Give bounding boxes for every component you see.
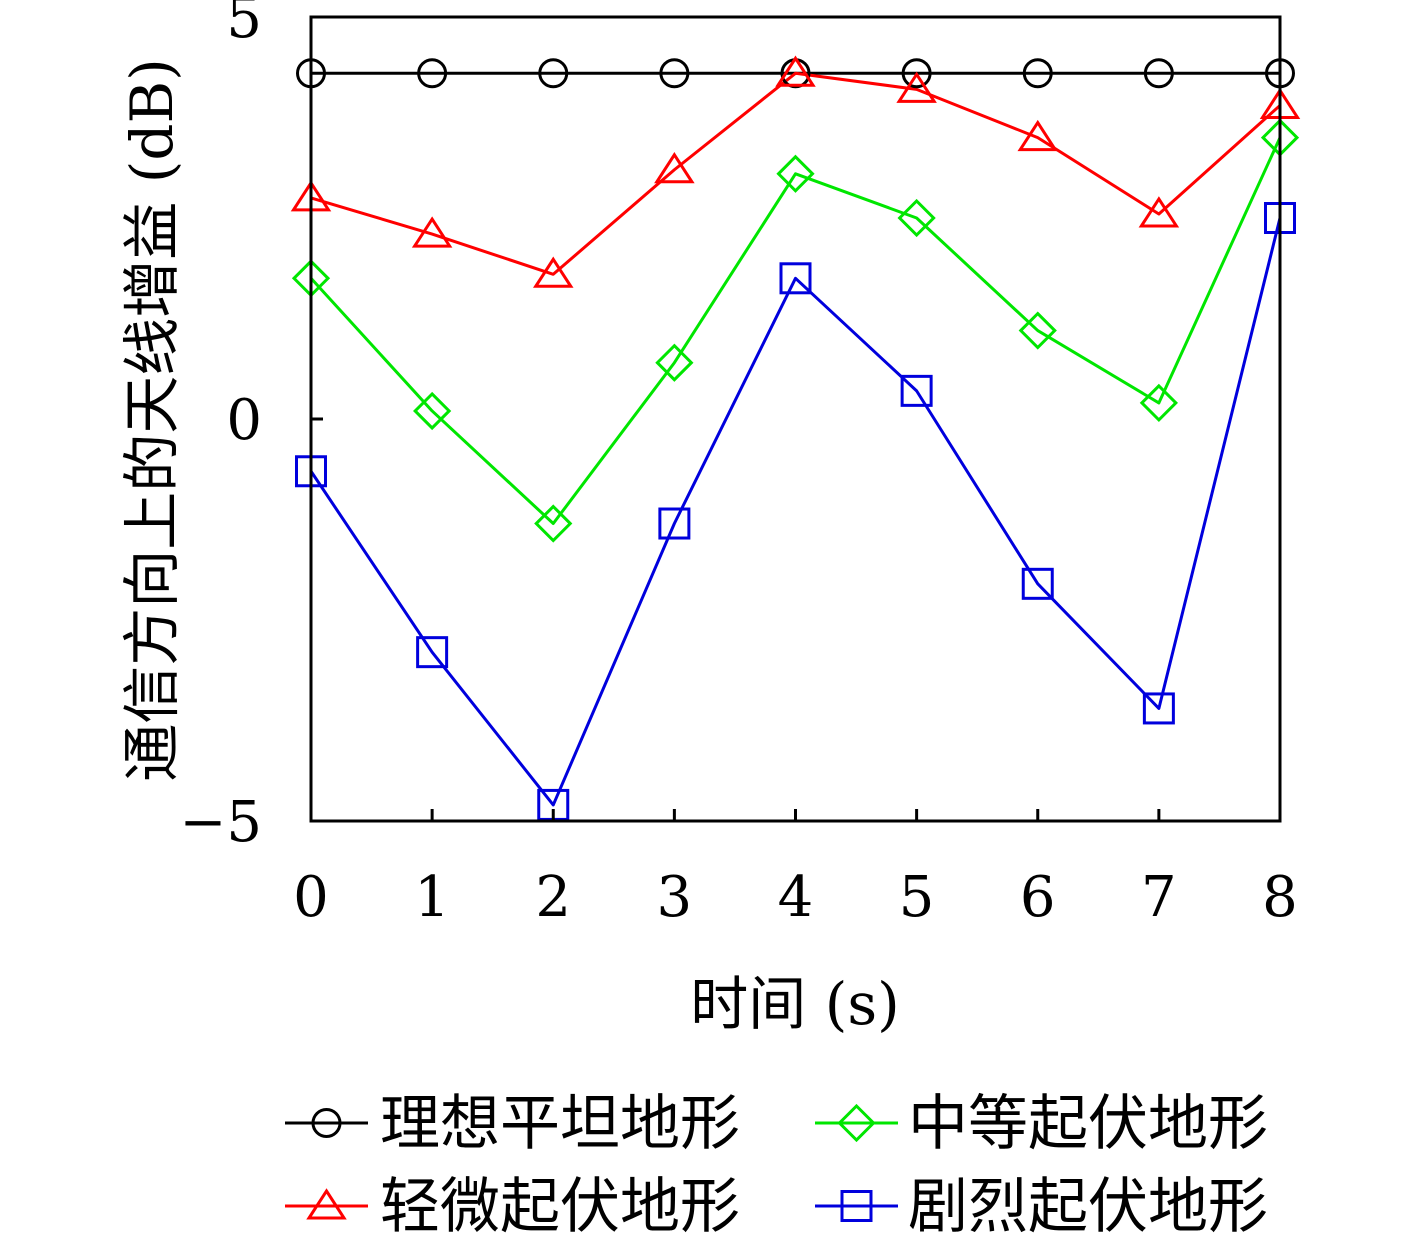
series-line-2	[309, 136, 1282, 526]
series-line-1	[310, 71, 1282, 276]
y-tick-label-1: 0	[226, 388, 262, 453]
series-2-point-1	[413, 391, 452, 431]
legend-marker-1	[306, 1188, 347, 1220]
series-0-point-2	[538, 58, 569, 89]
y-tick-label-2: 5	[226, 0, 262, 51]
x-tick-label-2: 2	[535, 865, 571, 930]
series-line-3	[309, 217, 1282, 807]
legend-label-1: 轻微起伏地形	[380, 1172, 740, 1236]
x-tick-label-5: 5	[899, 865, 935, 930]
series-3-point-7	[1142, 692, 1175, 725]
x-axis-label: 时间 (s)	[690, 970, 899, 1038]
series-1-point-5	[896, 71, 937, 103]
legend-label-2: 中等起伏地形	[908, 1089, 1268, 1159]
x-tick-label-7: 7	[1141, 865, 1177, 930]
legend-marker-0	[311, 1108, 342, 1138]
series-3-point-4	[779, 262, 812, 295]
series-0-point-5	[901, 58, 932, 89]
series-3-point-6	[1021, 567, 1054, 600]
series-1-point-3	[654, 152, 695, 184]
series-0-point-7	[1143, 58, 1174, 89]
series-3-point-3	[658, 507, 691, 540]
series-2-point-5	[897, 198, 936, 238]
x-tick-label-3: 3	[657, 865, 693, 930]
x-tick-label-8: 8	[1262, 865, 1298, 930]
legend-label-3: 剧烈起伏地形	[908, 1172, 1268, 1236]
x-tick-label-0: 0	[293, 865, 329, 930]
series-1-point-7	[1138, 196, 1180, 228]
series-3-point-1	[416, 636, 449, 669]
series-2-point-2	[534, 504, 573, 543]
series-2-point-7	[1139, 383, 1178, 423]
legend-label-0: 理想平坦地形	[380, 1089, 740, 1159]
y-axis-label: 通信方向上的天线增益 (dB)	[118, 58, 186, 781]
x-tick-label-4: 4	[778, 865, 814, 930]
series-2-point-4	[776, 154, 815, 193]
series-0-point-1	[417, 58, 448, 89]
x-tick-label-1: 1	[414, 865, 450, 930]
legend-marker-3	[840, 1190, 873, 1222]
series-2-point-3	[655, 343, 694, 382]
series-0-point-3	[659, 58, 690, 89]
series-2-point-6	[1018, 311, 1057, 350]
series-1-point-6	[1017, 119, 1059, 152]
series-1-point-2	[532, 256, 574, 288]
series-1-point-4	[775, 55, 816, 87]
series-3-point-5	[900, 374, 933, 407]
series-1-point-1	[411, 216, 453, 248]
x-tick-label-6: 6	[1020, 865, 1056, 930]
y-tick-label-0: −5	[179, 790, 262, 855]
series-0-point-6	[1022, 58, 1053, 89]
legend-marker-2	[837, 1103, 876, 1143]
